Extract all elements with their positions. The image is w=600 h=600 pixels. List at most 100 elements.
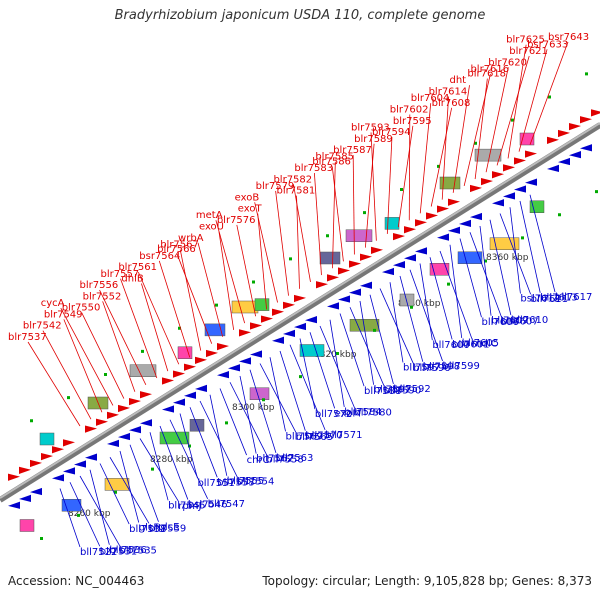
gene-label-upper: blr7542 — [23, 321, 62, 332]
gene-label-lower: bll7601 — [452, 339, 489, 350]
leader-line-upper — [370, 132, 377, 241]
gene-arrow-forward — [503, 164, 515, 172]
gene-arrow-reverse — [437, 233, 449, 241]
leader-line-upper — [141, 283, 169, 372]
gene-arrow-reverse — [283, 329, 295, 337]
gene-arrow-reverse — [382, 267, 394, 276]
gene-labels: blr7537blr7542blr7549cycAblr7550blr7552b… — [8, 32, 592, 558]
gene-label-upper: blr7550 — [62, 303, 101, 314]
gene-label-lower: exoM — [335, 408, 361, 419]
genome-axis — [0, 122, 600, 503]
leader-line-lower — [529, 194, 556, 293]
gene-features — [8, 72, 600, 540]
leader-line-upper — [352, 155, 355, 255]
gene-arrow-reverse — [338, 295, 350, 303]
kbp-label-8340: 8340 kbp — [398, 299, 441, 309]
gene-arrow-forward — [85, 425, 97, 433]
gene-arrow-forward — [19, 466, 31, 474]
leader-line-lower — [309, 332, 336, 409]
feature-block-lower — [399, 293, 415, 307]
leader-line-upper — [275, 190, 289, 296]
leader-line-upper — [197, 242, 224, 337]
feature-block-upper — [345, 229, 373, 242]
gene-arrow-reverse — [228, 364, 240, 372]
gene-arrow-reverse — [239, 357, 251, 365]
leader-line-lower — [449, 244, 463, 339]
feature-block-lower — [299, 344, 325, 357]
gene-label-upper: blr7567 — [160, 240, 199, 251]
gene-label-upper: bsr7564 — [139, 251, 180, 262]
gene-arrow-reverse — [492, 199, 504, 207]
marker-lower — [484, 259, 487, 263]
gene-arrow-reverse — [580, 144, 592, 152]
leader-line-upper — [60, 307, 114, 406]
gene-label-lower: bll7558 — [266, 454, 303, 465]
marker-lower — [521, 236, 524, 240]
gene-arrow-reverse — [327, 302, 339, 310]
marker-lower — [299, 375, 302, 379]
leader-line-lower — [389, 282, 404, 363]
gene-arrow-reverse — [85, 453, 97, 461]
gene-label-upper: blr7552 — [83, 291, 122, 302]
leader-line-upper — [254, 202, 278, 303]
gene-label-upper: blr7602 — [390, 104, 429, 115]
gene-arrow-reverse — [184, 391, 196, 399]
leader-line-upper — [158, 260, 191, 358]
leader-line-upper — [496, 55, 530, 166]
gene-label-lower: bll7606 — [481, 317, 518, 328]
kbp-label-8280: 8280 kbp — [150, 455, 193, 465]
gene-arrow-forward — [173, 370, 185, 378]
leader-line-lower — [139, 438, 179, 502]
kbp-label-8360: 8360 kbp — [486, 253, 529, 263]
gene-arrow-forward — [547, 136, 559, 144]
leader-line-upper — [99, 289, 147, 386]
marker-lower — [410, 305, 413, 309]
gene-arrow-forward — [107, 411, 119, 419]
gene-label-lower: glcE — [159, 522, 180, 533]
feature-block-upper — [39, 432, 55, 446]
gene-arrow-forward — [580, 116, 592, 124]
marker-upper — [548, 95, 551, 99]
leader-line-upper — [257, 213, 267, 310]
feature-block-upper — [384, 217, 400, 230]
gene-arrow-forward — [30, 459, 42, 468]
leader-line-lower — [339, 313, 365, 387]
gene-arrow-reverse — [404, 254, 416, 262]
gene-arrow-forward — [470, 184, 482, 193]
gene-label-lower: bll7580 — [354, 408, 391, 419]
gene-label-upper: blr7608 — [432, 98, 471, 109]
gene-arrow-reverse — [272, 336, 284, 344]
gene-label-lower: bll7563 — [276, 453, 313, 464]
marker-lower — [373, 328, 376, 332]
gene-arrow-forward — [371, 246, 383, 254]
gene-label-lower: bll7592 — [393, 384, 430, 395]
marker-upper — [437, 164, 440, 168]
gene-arrow-forward — [294, 294, 306, 303]
gene-arrow-forward — [52, 446, 64, 454]
gene-arrow-reverse — [107, 439, 119, 447]
gene-arrow-forward — [437, 205, 449, 213]
marker-lower — [151, 467, 154, 471]
gene-label-upper: blr7616 — [470, 64, 509, 75]
gene-label-lower: bsl7546 — [188, 500, 228, 511]
leader-line-lower — [399, 275, 424, 362]
gene-arrow-reverse — [415, 247, 427, 255]
leader-line-lower — [269, 357, 286, 432]
leader-line-upper — [452, 85, 470, 193]
marker-upper — [326, 234, 329, 238]
leader-line-lower — [519, 200, 541, 293]
gene-label-upper: blr7593 — [351, 122, 390, 133]
gene-label-lower: bll7545 — [168, 500, 205, 511]
gene-arrow-reverse — [503, 192, 515, 200]
gene-label-upper: dht — [450, 75, 467, 86]
leader-line-upper — [215, 220, 246, 324]
kbp-label-8300: 8300 kbp — [232, 403, 275, 413]
leader-line-lower — [359, 300, 375, 385]
gene-label-lower: bll7531 — [100, 546, 137, 557]
leader-line-lower — [79, 475, 120, 546]
marker-upper — [363, 211, 366, 215]
label-leader-lines — [27, 41, 569, 548]
feature-block-upper — [129, 364, 157, 377]
leader-line-upper — [236, 224, 257, 317]
marker-upper — [585, 72, 588, 76]
